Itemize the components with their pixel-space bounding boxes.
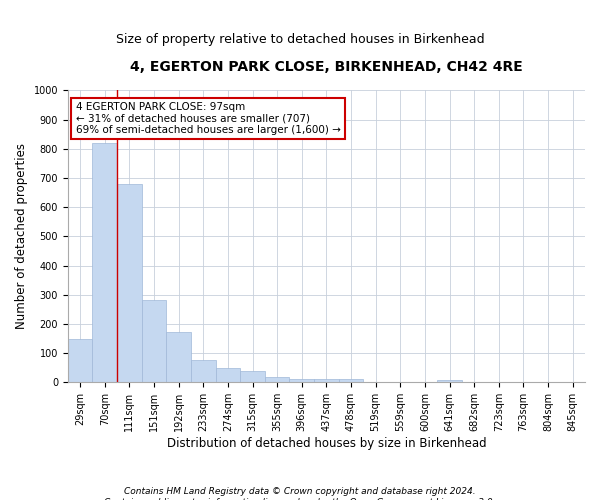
Bar <box>117 184 142 382</box>
Bar <box>92 143 117 382</box>
Text: 4 EGERTON PARK CLOSE: 97sqm
← 31% of detached houses are smaller (707)
69% of se: 4 EGERTON PARK CLOSE: 97sqm ← 31% of det… <box>76 102 340 136</box>
Text: Contains HM Land Registry data © Crown copyright and database right 2024.
Contai: Contains HM Land Registry data © Crown c… <box>104 488 496 500</box>
Bar <box>68 339 92 382</box>
Y-axis label: Number of detached properties: Number of detached properties <box>15 144 28 330</box>
Title: 4, EGERTON PARK CLOSE, BIRKENHEAD, CH42 4RE: 4, EGERTON PARK CLOSE, BIRKENHEAD, CH42 … <box>130 60 523 74</box>
Bar <box>265 376 289 382</box>
Bar <box>191 360 215 382</box>
Bar <box>339 380 364 382</box>
Bar <box>166 332 191 382</box>
Bar <box>314 380 339 382</box>
Bar <box>437 380 462 382</box>
Bar <box>240 370 265 382</box>
Bar <box>215 368 240 382</box>
Bar <box>289 379 314 382</box>
X-axis label: Distribution of detached houses by size in Birkenhead: Distribution of detached houses by size … <box>167 437 486 450</box>
Bar <box>142 300 166 382</box>
Text: Size of property relative to detached houses in Birkenhead: Size of property relative to detached ho… <box>116 32 484 46</box>
